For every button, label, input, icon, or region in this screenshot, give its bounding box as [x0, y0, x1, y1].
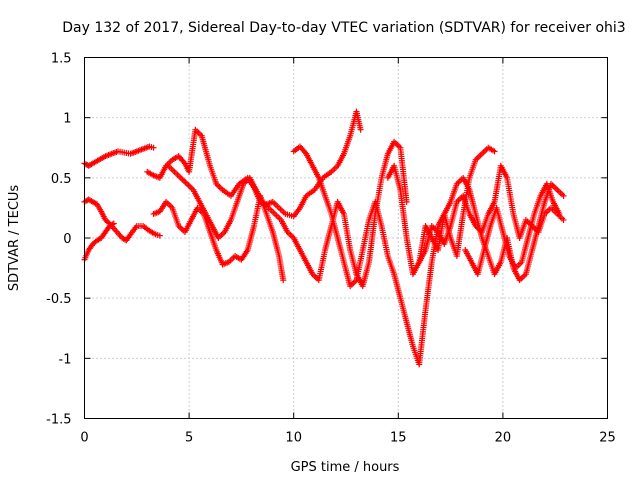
data-point — [357, 126, 364, 133]
axis-ticks: 0 5 10 15 20 25 -1.5 -1 -0.5 0 0.5 1 1.5 — [46, 52, 616, 446]
x-tick-label: 15 — [390, 431, 407, 446]
y-tick-label: -1 — [59, 352, 72, 367]
y-axis-label: SDTVAR / TECUs — [7, 185, 22, 292]
y-tick-label: -1.5 — [46, 413, 71, 428]
data-point — [105, 219, 112, 226]
data-points — [81, 108, 567, 368]
y-tick-label: 1.5 — [51, 52, 72, 67]
data-point — [109, 221, 116, 228]
data-point — [150, 144, 157, 151]
x-tick-label: 25 — [599, 431, 616, 446]
plot-frame — [84, 57, 608, 419]
data-point — [560, 216, 567, 223]
y-tick-label: 0 — [63, 232, 71, 247]
x-axis-label: GPS time / hours — [291, 460, 400, 475]
data-point — [280, 277, 287, 284]
data-point — [156, 232, 163, 239]
chart-title: Day 132 of 2017, Sidereal Day-to-day VTE… — [62, 20, 625, 36]
x-tick-label: 10 — [285, 431, 302, 446]
data-point — [491, 148, 498, 155]
y-tick-label: 1 — [63, 112, 71, 127]
x-tick-label: 5 — [185, 431, 193, 446]
y-tick-label: 0.5 — [51, 172, 72, 187]
data-point — [556, 210, 563, 217]
y-tick-label: -0.5 — [46, 292, 71, 307]
x-tick-label: 0 — [80, 431, 88, 446]
x-tick-label: 20 — [495, 431, 512, 446]
data-point — [560, 192, 567, 199]
data-point — [110, 220, 117, 227]
